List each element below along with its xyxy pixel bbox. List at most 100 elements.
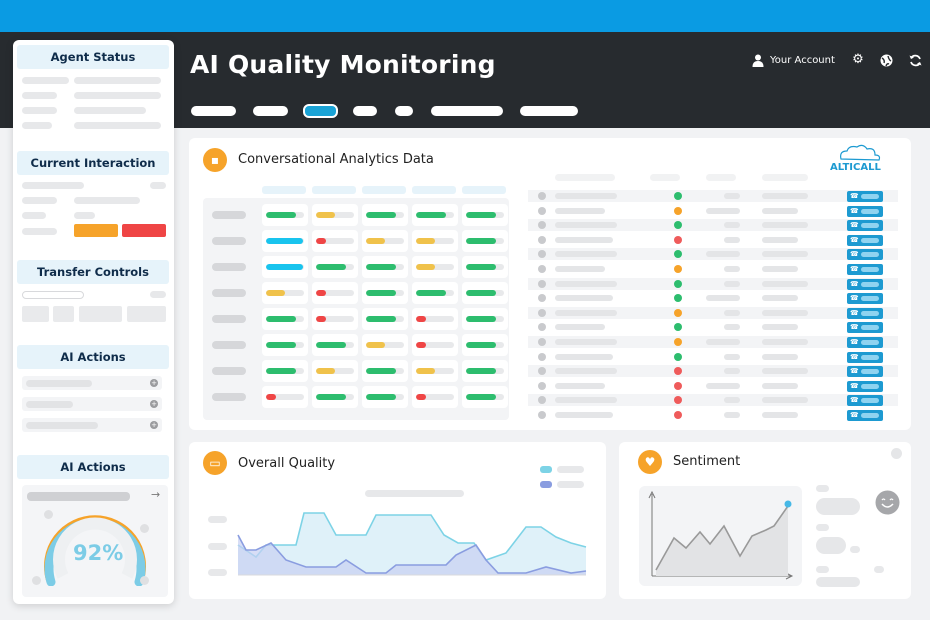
- row-text-placeholder: [706, 251, 740, 258]
- call-button[interactable]: ☎: [847, 249, 883, 261]
- account-menu[interactable]: Your Account: [752, 54, 835, 67]
- grid-cell: [462, 256, 508, 278]
- score-bar: [266, 316, 304, 322]
- placeholder-line: [816, 524, 829, 531]
- call-button[interactable]: ☎: [847, 395, 883, 407]
- call-button[interactable]: ☎: [847, 307, 883, 319]
- placeholder-line: [27, 492, 130, 501]
- transfer-option[interactable]: [22, 306, 49, 322]
- add-icon[interactable]: +: [150, 379, 158, 387]
- sentiment-tag: [816, 498, 860, 515]
- score-bar: [266, 394, 304, 400]
- list-item[interactable]: [528, 263, 898, 275]
- ai-action-row[interactable]: +: [22, 418, 162, 432]
- grid-cell: [362, 204, 408, 226]
- nav-tab-1[interactable]: [191, 106, 236, 116]
- score-bar: [366, 212, 404, 218]
- row-text-placeholder: [762, 382, 798, 389]
- grid-cell: [262, 204, 308, 226]
- call-button[interactable]: ☎: [847, 205, 883, 217]
- call-button[interactable]: ☎: [847, 366, 883, 378]
- transfer-option[interactable]: [79, 306, 122, 322]
- call-button[interactable]: ☎: [847, 322, 883, 334]
- ai-action-row[interactable]: +: [22, 376, 162, 390]
- phone-icon: ☎: [850, 381, 859, 390]
- grid-cell: [412, 204, 458, 226]
- phone-icon: ☎: [850, 338, 859, 346]
- score-bar: [316, 394, 354, 400]
- add-icon[interactable]: +: [150, 421, 158, 429]
- transfer-option[interactable]: [53, 306, 74, 322]
- nav-tab-5[interactable]: [395, 106, 413, 116]
- row-bullet: [538, 308, 546, 317]
- placeholder-line: [22, 77, 69, 84]
- transfer-option[interactable]: [127, 306, 166, 322]
- nav-tab-6[interactable]: [431, 106, 503, 116]
- nav-tab-active[interactable]: [303, 104, 338, 118]
- score-bar: [366, 290, 404, 296]
- status-dot: [674, 235, 682, 244]
- grid-cell: [362, 230, 408, 252]
- row-text-placeholder: [724, 222, 740, 229]
- call-button[interactable]: ☎: [847, 410, 883, 421]
- top-accent-bar: [0, 0, 930, 32]
- sentiment-title: Sentiment: [673, 454, 741, 469]
- refresh-icon[interactable]: [909, 54, 922, 67]
- alticall-logo: ALTICALL: [830, 144, 881, 173]
- placeholder-line: [816, 566, 829, 573]
- grid-cell: [462, 386, 508, 408]
- score-bar: [366, 394, 404, 400]
- grid-cell: [462, 360, 508, 382]
- score-bar: [266, 264, 304, 270]
- call-button[interactable]: ☎: [847, 293, 883, 305]
- list-item[interactable]: [528, 350, 898, 363]
- score-bar: [416, 264, 454, 270]
- hold-button[interactable]: [74, 224, 118, 237]
- placeholder-line: [816, 485, 829, 492]
- sentiment-line-chart: [648, 490, 794, 580]
- placeholder-line: [150, 291, 166, 298]
- grid-cell: [312, 282, 358, 304]
- legend-swatch: [540, 481, 552, 488]
- end-call-button[interactable]: [122, 224, 166, 237]
- row-bullet: [538, 206, 546, 215]
- placeholder-line: [74, 122, 161, 129]
- placeholder-line: [22, 182, 84, 189]
- quality-line-chart: [237, 512, 587, 576]
- call-button[interactable]: ☎: [847, 337, 883, 348]
- row-text-placeholder: [706, 339, 740, 345]
- list-item[interactable]: [528, 233, 898, 246]
- nav-tab-4[interactable]: [353, 106, 377, 116]
- grid-cell: [462, 204, 508, 226]
- ai-action-row[interactable]: +: [22, 397, 162, 411]
- nav-tab-7[interactable]: [520, 106, 578, 116]
- transfer-input[interactable]: [22, 291, 84, 299]
- status-dot: [674, 323, 682, 332]
- score-bar: [466, 342, 504, 348]
- arrow-right-icon[interactable]: →: [151, 488, 161, 501]
- list-item[interactable]: [528, 321, 898, 334]
- call-button[interactable]: ☎: [847, 191, 883, 202]
- call-button[interactable]: ☎: [847, 278, 883, 290]
- placeholder-line: [150, 182, 166, 189]
- globe-icon[interactable]: [880, 54, 893, 67]
- score-bar: [316, 264, 354, 270]
- score-bar: [316, 316, 354, 322]
- row-bullet: [538, 338, 546, 346]
- call-button[interactable]: ☎: [847, 351, 883, 363]
- call-button[interactable]: ☎: [847, 220, 883, 232]
- nav-tab-2[interactable]: [253, 106, 288, 116]
- grid-header: [362, 186, 406, 194]
- call-button[interactable]: ☎: [847, 234, 883, 246]
- call-button[interactable]: ☎: [847, 380, 883, 392]
- row-text-placeholder: [706, 207, 740, 214]
- grid-row-label: [212, 393, 246, 401]
- add-icon[interactable]: +: [150, 400, 158, 408]
- call-button[interactable]: ☎: [847, 264, 883, 275]
- list-item[interactable]: [528, 409, 898, 421]
- grid-cell: [362, 256, 408, 278]
- section-title-ai-actions-2: AI Actions: [17, 455, 169, 479]
- sidebar-content: Agent Status Current Interaction Transfe…: [13, 40, 174, 604]
- grid-row-label: [212, 341, 246, 349]
- gear-icon[interactable]: ⚙: [852, 52, 864, 67]
